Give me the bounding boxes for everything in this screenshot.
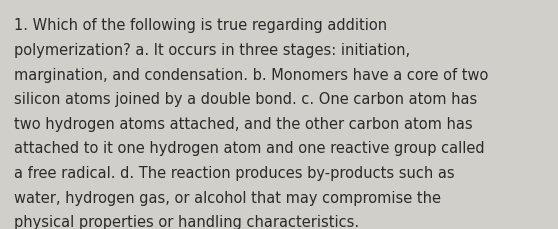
Text: two hydrogen atoms attached, and the other carbon atom has: two hydrogen atoms attached, and the oth… bbox=[14, 116, 473, 131]
Text: physical properties or handling characteristics.: physical properties or handling characte… bbox=[14, 214, 359, 229]
Text: water, hydrogen gas, or alcohol that may compromise the: water, hydrogen gas, or alcohol that may… bbox=[14, 190, 441, 205]
Text: polymerization? a. It occurs in three stages: initiation,: polymerization? a. It occurs in three st… bbox=[14, 43, 410, 58]
Text: margination, and condensation. b. Monomers have a core of two: margination, and condensation. b. Monome… bbox=[14, 67, 488, 82]
Text: 1. Which of the following is true regarding addition: 1. Which of the following is true regard… bbox=[14, 18, 387, 33]
Text: silicon atoms joined by a double bond. c. One carbon atom has: silicon atoms joined by a double bond. c… bbox=[14, 92, 477, 107]
Text: a free radical. d. The reaction produces by-products such as: a free radical. d. The reaction produces… bbox=[14, 165, 455, 180]
Text: attached to it one hydrogen atom and one reactive group called: attached to it one hydrogen atom and one… bbox=[14, 141, 484, 156]
